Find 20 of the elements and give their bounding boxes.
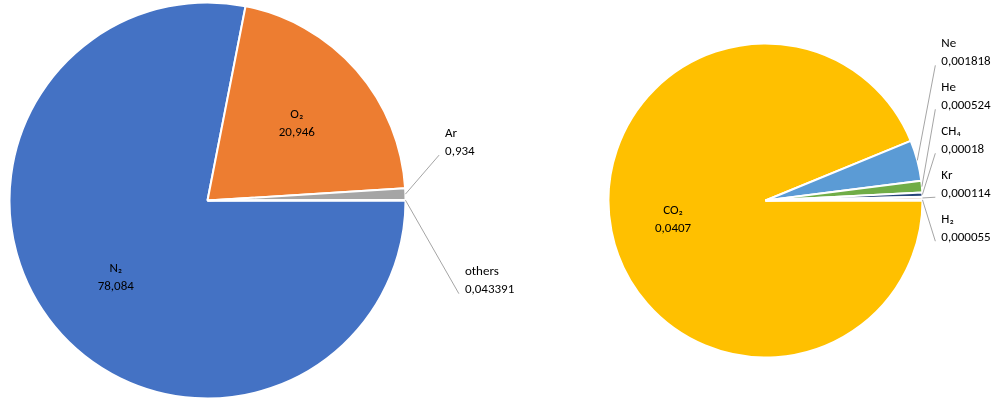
slice-label: CO₂ — [663, 202, 683, 218]
slice-label: He — [941, 78, 956, 94]
slice-label: Kr — [941, 166, 953, 182]
data-label: 78,084 — [97, 277, 135, 293]
data-label: 0,043391 — [464, 281, 515, 297]
slice-label: H₂ — [941, 210, 954, 226]
data-label: 0,934 — [445, 142, 476, 158]
data-label: 0,000114 — [941, 184, 992, 200]
data-label: 0,0407 — [654, 220, 692, 236]
data-label: 0,001818 — [941, 52, 992, 68]
data-label: 0,000524 — [941, 96, 992, 112]
data-label: 0,000055 — [941, 228, 991, 244]
slice-label: Ar — [445, 124, 458, 140]
slice-label: Ne — [941, 34, 957, 50]
slice-label: CH₄ — [941, 122, 962, 138]
slice-label: O₂ — [290, 105, 304, 121]
slice-label: others — [464, 263, 499, 279]
data-label: 0,00018 — [941, 140, 985, 156]
data-label: 20,946 — [278, 123, 316, 139]
slice-label: N₂ — [109, 259, 123, 275]
